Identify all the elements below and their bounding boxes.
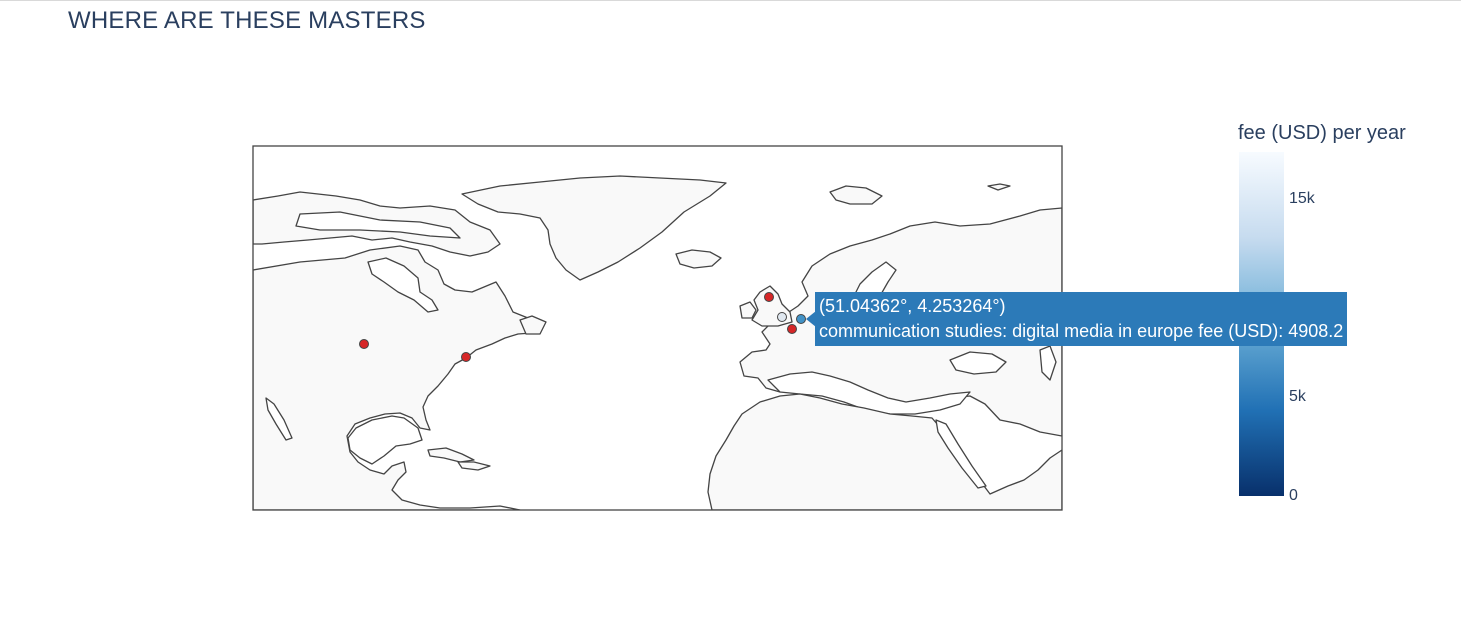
water-gulf-mexico [347,415,423,465]
landmass-north-america [253,245,541,510]
marker-point[interactable] [359,339,369,349]
landmass-svalbard [829,185,883,205]
colorbar-title: fee (USD) per year [1238,122,1406,144]
landmass-hispaniola [457,461,491,471]
landmass-ireland [739,301,757,319]
tooltip-arrow [806,311,816,327]
water-hudson-bay [367,257,439,313]
colorbar-tick: 0 [1289,487,1298,504]
marker-point[interactable] [787,324,797,334]
water-mediterranean [767,371,971,415]
map-title: WHERE ARE THESE MASTERS [68,7,426,34]
top-rule [0,0,1461,1]
landmass-greenland [461,175,727,281]
water-red-sea [935,419,987,489]
landmass-newfoundland [519,315,547,335]
landmass-iceland [675,249,722,269]
colorbar-tick: 5k [1289,388,1306,406]
tooltip-details: communication studies: digital media in … [819,321,1344,341]
marker-point[interactable] [777,312,787,322]
landmass-baja [265,397,293,441]
water-caspian [1039,345,1057,381]
tooltip-coordinates: (51.04362°, 4.253264°) [819,296,1006,316]
marker-point-highlighted[interactable] [796,314,806,324]
water-black-sea [949,351,1007,375]
marker-point[interactable] [764,292,774,302]
marker-point[interactable] [461,352,471,362]
landmass-cuba [427,447,475,463]
water-arctic-channels [295,211,461,239]
colorbar-tick: 15k [1289,190,1315,208]
hover-tooltip: (51.04362°, 4.253264°) communication stu… [815,292,1348,346]
landmass-svalbard-2 [987,183,1011,191]
